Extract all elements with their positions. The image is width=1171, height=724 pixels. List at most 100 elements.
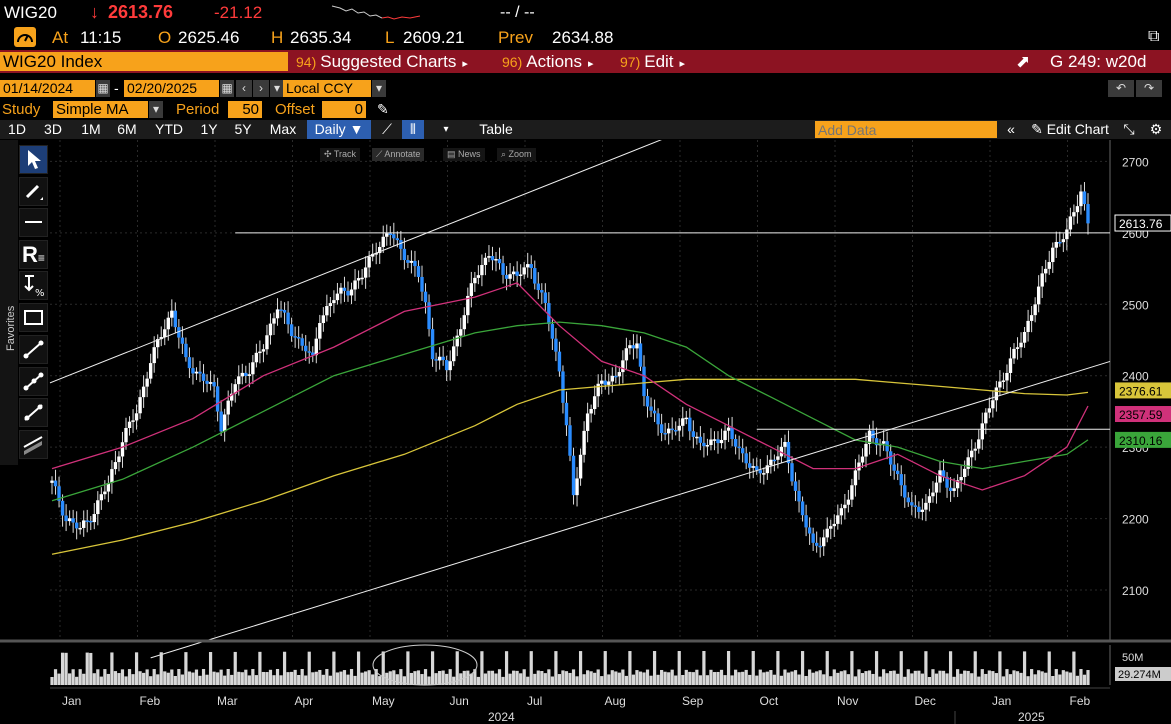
range-dropdown-icon[interactable]: ▾	[270, 80, 284, 97]
volume-bar	[811, 672, 815, 685]
annotate-button[interactable]: ⟋ Annotate	[372, 148, 425, 161]
table-button[interactable]: Table	[479, 121, 513, 137]
popout-icon[interactable]: ⧉	[1148, 28, 1160, 45]
volume-bar	[349, 669, 354, 685]
candle-body	[688, 417, 692, 432]
trend-line-icon[interactable]	[19, 335, 48, 364]
currency-select[interactable]: Local CCY	[283, 80, 371, 97]
candle-body	[948, 487, 953, 491]
volume-bar	[917, 670, 921, 685]
volume-bar	[829, 676, 833, 685]
track-label: Track	[333, 149, 357, 159]
chart-type-dropdown-icon[interactable]: ▾	[443, 124, 449, 135]
range-3d[interactable]: 3D	[44, 121, 62, 137]
range-1m[interactable]: 1M	[81, 121, 101, 137]
calendar-icon[interactable]: ▦	[220, 80, 234, 97]
range-1d[interactable]: 1D	[8, 121, 26, 137]
favorites-tab[interactable]: Favorites	[0, 140, 18, 465]
volume-bar	[526, 676, 530, 685]
add-data-input[interactable]	[815, 121, 997, 138]
volume-bar	[966, 670, 970, 685]
collapse-icon[interactable]: «	[1007, 121, 1015, 137]
security-field[interactable]: WIG20 Index	[0, 52, 288, 71]
candle-chart-icon[interactable]: ⫴	[402, 120, 424, 139]
volume-bar	[853, 676, 858, 685]
candle-body	[740, 448, 745, 454]
pen-icon[interactable]	[19, 177, 48, 206]
edit-chart-button[interactable]: ✎ Edit Chart	[1031, 121, 1109, 137]
candle-body	[120, 442, 125, 457]
cursor-icon[interactable]	[19, 145, 48, 174]
chevron-down-icon[interactable]: ▾	[149, 101, 163, 118]
line-chart-icon[interactable]: ⟋	[382, 121, 392, 137]
zoom-button[interactable]: ⌕ Zoom	[497, 148, 536, 161]
period-input[interactable]: 50	[228, 101, 262, 118]
offset-input[interactable]: 0	[322, 101, 366, 118]
candle-body	[719, 439, 724, 444]
trendline-upper[interactable]	[49, 140, 714, 384]
range-ytd[interactable]: YTD	[155, 121, 183, 137]
volume-bar	[543, 673, 547, 685]
horizontal-line-icon[interactable]	[19, 208, 48, 237]
range-1y[interactable]: 1Y	[200, 121, 218, 137]
chevron-down-icon[interactable]: ▾	[372, 80, 386, 97]
gear-icon[interactable]: ⚙	[1149, 121, 1163, 137]
calendar-icon[interactable]: ▦	[96, 80, 110, 97]
volume-bar	[857, 669, 861, 685]
range-6m[interactable]: 6M	[117, 121, 137, 137]
date-bar: 01/14/2024 ▦ - 02/20/2025 ▦ ‹ › ▾ Local …	[0, 80, 1171, 98]
volume-bar	[892, 670, 896, 685]
volume-bar	[691, 672, 695, 685]
volume-bar	[956, 669, 960, 685]
volume-annotation[interactable]	[372, 644, 478, 686]
candle-body	[987, 408, 992, 413]
frequency-select[interactable]: Daily ▼	[307, 120, 371, 139]
volume-bar	[325, 669, 329, 685]
volume-bar	[776, 651, 780, 685]
candle-body	[85, 520, 89, 522]
volume-bar	[621, 669, 625, 685]
candle-body	[332, 300, 336, 304]
ma-line-red	[51, 282, 1089, 491]
end-date-field[interactable]: 02/20/2025	[124, 80, 219, 97]
next-period-button[interactable]: ›	[253, 80, 269, 97]
retracement-icon[interactable]: R≡	[19, 240, 48, 269]
volume-bar	[508, 673, 512, 685]
news-button[interactable]: ▤ News	[443, 148, 485, 161]
gauge-icon[interactable]	[14, 27, 36, 47]
study-type-select[interactable]: Simple MA	[53, 101, 148, 118]
volume-bar	[882, 669, 886, 685]
actions-menu[interactable]: 96) Actions ▸	[502, 50, 594, 73]
percent-tool-icon[interactable]: %	[19, 271, 48, 300]
range-max[interactable]: Max	[269, 121, 297, 137]
channel-icon[interactable]	[19, 367, 48, 396]
period-label: Period	[176, 101, 220, 118]
export-icon[interactable]: ⬈	[1016, 52, 1031, 71]
candle-body	[194, 371, 199, 374]
volume-bar	[1040, 671, 1044, 685]
edit-menu[interactable]: 97) Edit ▸	[620, 50, 685, 73]
price-chart[interactable]: 21002200230024002500260027002613.762376.…	[0, 140, 1171, 724]
year-label: 2024	[488, 710, 515, 724]
suggested-charts-menu[interactable]: 94) Suggested Charts ▸	[296, 50, 468, 73]
range-5y[interactable]: 5Y	[234, 121, 252, 137]
prev-period-button[interactable]: ‹	[236, 80, 252, 97]
start-date-field[interactable]: 01/14/2024	[0, 80, 95, 97]
undo-icon[interactable]: ↶	[1108, 80, 1134, 97]
annotation-icon[interactable]: ⤡	[1123, 121, 1135, 137]
volume-bar	[533, 673, 537, 685]
track-button[interactable]: ✣ Track	[320, 148, 361, 161]
study-bar: Study Simple MA ▾ Period 50 Offset 0 ✎	[0, 101, 1171, 119]
pencil-icon[interactable]: ✎	[377, 101, 389, 117]
volume-bar	[381, 651, 385, 685]
ray-line-icon[interactable]	[19, 398, 48, 427]
candle-body	[339, 287, 343, 294]
redo-icon[interactable]: ↷	[1136, 80, 1162, 97]
candle-body	[1082, 191, 1087, 205]
trendline-lower[interactable]	[150, 360, 1111, 659]
parallel-channel-icon[interactable]	[19, 430, 48, 459]
volume-bar	[275, 669, 280, 685]
candle-body	[698, 436, 703, 443]
rectangle-icon[interactable]	[19, 303, 48, 332]
candle-body	[233, 384, 237, 394]
